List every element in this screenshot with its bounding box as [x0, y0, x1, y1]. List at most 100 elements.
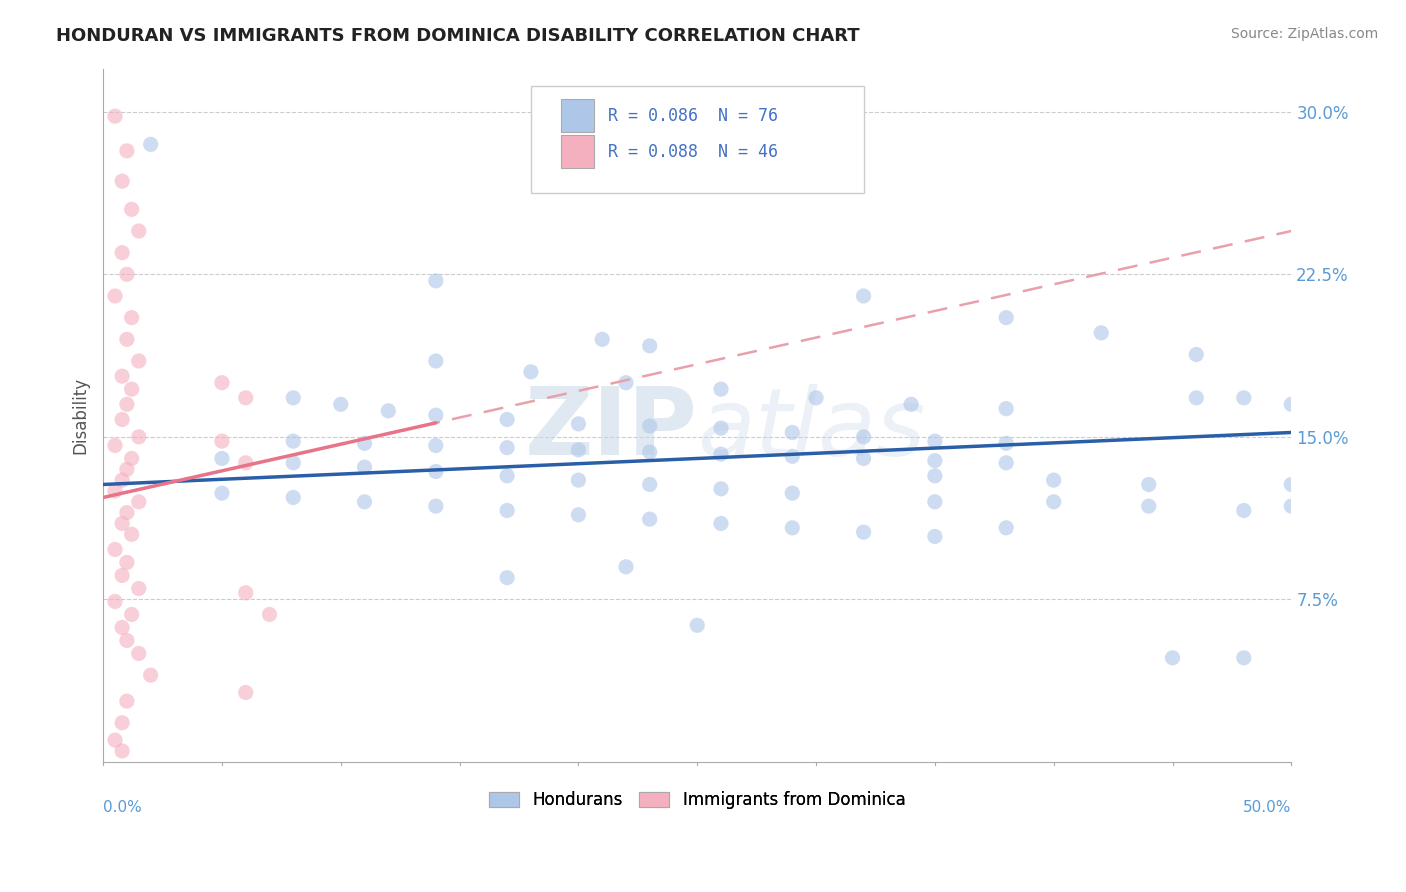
Text: 50.0%: 50.0%	[1243, 800, 1291, 815]
Point	[995, 456, 1018, 470]
Point	[1279, 397, 1302, 411]
Point	[852, 451, 875, 466]
Point	[235, 456, 257, 470]
Point	[128, 224, 150, 238]
Point	[852, 289, 875, 303]
Point	[211, 486, 233, 500]
Point	[104, 594, 127, 608]
Point	[211, 376, 233, 390]
Point	[139, 137, 162, 152]
Point	[115, 633, 138, 648]
Point	[496, 441, 519, 455]
Point	[782, 486, 804, 500]
Point	[283, 391, 305, 405]
Point	[924, 495, 946, 509]
Point	[1042, 473, 1064, 487]
Point	[520, 365, 543, 379]
Point	[638, 477, 661, 491]
Point	[115, 506, 138, 520]
Point	[1233, 391, 1256, 405]
Point	[924, 468, 946, 483]
FancyBboxPatch shape	[531, 86, 863, 194]
Point	[852, 525, 875, 540]
Point	[115, 694, 138, 708]
Point	[115, 144, 138, 158]
Legend: Hondurans, Immigrants from Dominica: Hondurans, Immigrants from Dominica	[482, 784, 912, 816]
Point	[115, 268, 138, 282]
Point	[782, 521, 804, 535]
Point	[496, 571, 519, 585]
FancyBboxPatch shape	[561, 99, 593, 132]
Point	[710, 516, 733, 531]
Point	[425, 408, 447, 422]
Point	[121, 451, 143, 466]
Point	[782, 425, 804, 440]
Point	[638, 445, 661, 459]
Point	[425, 274, 447, 288]
Point	[1279, 499, 1302, 513]
Point	[111, 369, 134, 384]
Point	[567, 442, 589, 457]
Point	[104, 438, 127, 452]
Point	[115, 462, 138, 476]
Point	[614, 376, 637, 390]
Point	[710, 382, 733, 396]
Point	[638, 512, 661, 526]
Point	[235, 391, 257, 405]
Point	[852, 430, 875, 444]
Point	[128, 430, 150, 444]
Point	[496, 468, 519, 483]
Point	[104, 109, 127, 123]
Point	[283, 456, 305, 470]
Point	[924, 434, 946, 449]
Point	[1137, 477, 1160, 491]
Point	[353, 460, 375, 475]
Point	[1233, 503, 1256, 517]
Text: HONDURAN VS IMMIGRANTS FROM DOMINICA DISABILITY CORRELATION CHART: HONDURAN VS IMMIGRANTS FROM DOMINICA DIS…	[56, 27, 860, 45]
Point	[128, 582, 150, 596]
Point	[1233, 650, 1256, 665]
Point	[377, 404, 399, 418]
Point	[111, 245, 134, 260]
Point	[353, 495, 375, 509]
Text: R = 0.086  N = 76: R = 0.086 N = 76	[609, 107, 778, 125]
Point	[111, 744, 134, 758]
Point	[1185, 391, 1208, 405]
Point	[425, 354, 447, 368]
Point	[995, 310, 1018, 325]
Point	[900, 397, 922, 411]
Point	[567, 508, 589, 522]
Point	[128, 647, 150, 661]
Point	[211, 434, 233, 449]
Point	[1185, 347, 1208, 361]
Point	[104, 542, 127, 557]
Text: Source: ZipAtlas.com: Source: ZipAtlas.com	[1230, 27, 1378, 41]
Point	[139, 668, 162, 682]
Point	[710, 421, 733, 435]
Point	[638, 339, 661, 353]
Text: ZIP: ZIP	[524, 383, 697, 475]
Point	[686, 618, 709, 632]
Point	[995, 401, 1018, 416]
Point	[924, 453, 946, 467]
Point	[121, 527, 143, 541]
Point	[1137, 499, 1160, 513]
Point	[353, 436, 375, 450]
Point	[283, 434, 305, 449]
Point	[115, 556, 138, 570]
Point	[104, 733, 127, 747]
Point	[496, 503, 519, 517]
Point	[111, 516, 134, 531]
Point	[567, 417, 589, 431]
Point	[121, 607, 143, 622]
Y-axis label: Disability: Disability	[72, 376, 89, 454]
Point	[111, 473, 134, 487]
Point	[614, 559, 637, 574]
Point	[235, 586, 257, 600]
Point	[115, 397, 138, 411]
Point	[425, 499, 447, 513]
Point	[121, 382, 143, 396]
Point	[496, 412, 519, 426]
Point	[782, 450, 804, 464]
Point	[283, 491, 305, 505]
